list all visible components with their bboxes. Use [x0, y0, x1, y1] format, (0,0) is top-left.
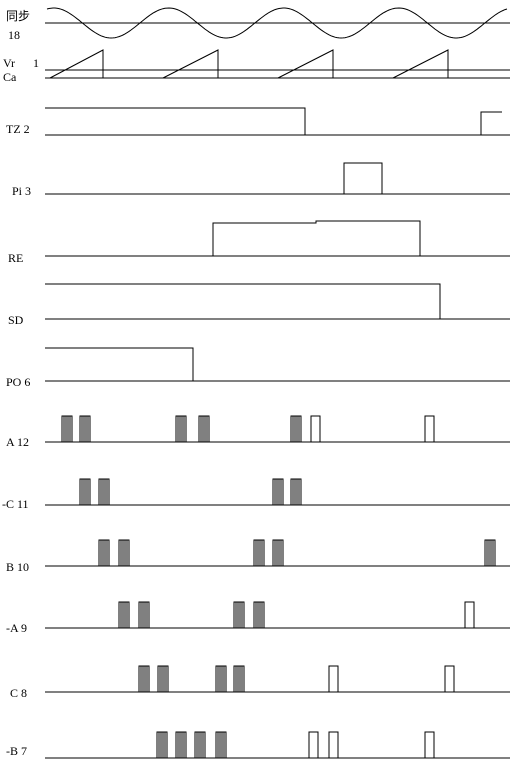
pulse-na-2	[233, 601, 245, 628]
pulse-c-4	[328, 665, 339, 692]
pulse-b-1	[118, 539, 130, 566]
vr-trace	[45, 49, 510, 79]
sd-trace	[45, 283, 510, 320]
train-row-c	[45, 665, 510, 693]
train-row-b	[45, 539, 510, 567]
label-pi: Pi 3	[12, 184, 31, 198]
label-c: C 8	[10, 686, 27, 700]
pulse-c-3	[233, 665, 245, 692]
pulse-na-1	[138, 601, 150, 628]
pulse-nc-0	[79, 478, 91, 505]
label-nb: -B 7	[6, 744, 27, 758]
pulse-a-1	[79, 415, 91, 442]
label-sd: SD	[8, 313, 24, 327]
re-pulse	[212, 220, 421, 256]
label-b: B 10	[6, 560, 29, 574]
pulse-nb-2	[194, 731, 206, 758]
pulse-c-0	[138, 665, 150, 692]
po-trace	[45, 347, 510, 382]
label-sync-pin: 18	[8, 28, 20, 42]
pulse-b-4	[484, 539, 496, 566]
train-row-nc	[45, 478, 510, 506]
pulse-b-3	[272, 539, 284, 566]
sync-sine	[46, 7, 508, 39]
pulse-c-1	[157, 665, 169, 692]
pulse-nc-1	[98, 478, 110, 505]
label-na: -A 9	[6, 621, 27, 635]
pulse-nb-6	[424, 731, 435, 758]
pulse-a-3	[198, 415, 210, 442]
signal-labels: 同步 18 Vr 1 Ca TZ 2 Pi 3 RE SD PO 6 A 12 …	[2, 9, 39, 758]
pulse-b-2	[253, 539, 265, 566]
label-vr-pin: 1	[33, 56, 39, 70]
pulse-a-2	[175, 415, 187, 442]
label-ca: Ca	[3, 70, 17, 84]
vr-ramp-4	[392, 49, 449, 79]
label-tz: TZ 2	[6, 122, 30, 136]
pi-trace	[45, 162, 510, 195]
train-row-a	[45, 415, 510, 443]
pulse-a-6	[424, 415, 435, 442]
po-level	[45, 347, 194, 381]
sd-level	[45, 283, 441, 319]
pulse-trains	[45, 415, 510, 759]
pulse-nb-3	[215, 731, 227, 758]
pulse-nb-0	[156, 731, 168, 758]
label-sync: 同步	[6, 9, 30, 23]
re-trace	[45, 220, 510, 257]
label-vr: Vr	[3, 56, 15, 70]
sync-trace	[45, 7, 510, 39]
pulse-c-5	[444, 665, 455, 692]
pulse-nb-5	[328, 731, 339, 758]
label-po: PO 6	[6, 375, 30, 389]
train-row-nb	[45, 731, 510, 759]
train-row-na	[45, 601, 510, 629]
pulse-na-4	[464, 601, 475, 628]
pulse-na-3	[253, 601, 265, 628]
tz-waveform	[45, 107, 502, 136]
label-nc: -C 11	[2, 497, 29, 511]
pulse-nc-3	[290, 478, 302, 505]
pulse-c-2	[215, 665, 227, 692]
pulse-b-0	[98, 539, 110, 566]
pulse-na-0	[118, 601, 130, 628]
pi-pulse	[343, 162, 383, 194]
vr-ramp-2	[162, 49, 219, 79]
pulse-nb-1	[175, 731, 187, 758]
pulse-a-5	[310, 415, 321, 442]
vr-ramp-3	[277, 49, 334, 79]
pulse-nb-4	[308, 731, 319, 758]
label-a: A 12	[6, 435, 29, 449]
pulse-a-0	[61, 415, 73, 442]
pulse-a-4	[290, 415, 302, 442]
tz-trace	[45, 107, 510, 136]
pulse-nc-2	[272, 478, 284, 505]
vr-ramp-1	[49, 49, 104, 79]
label-re: RE	[8, 251, 23, 265]
